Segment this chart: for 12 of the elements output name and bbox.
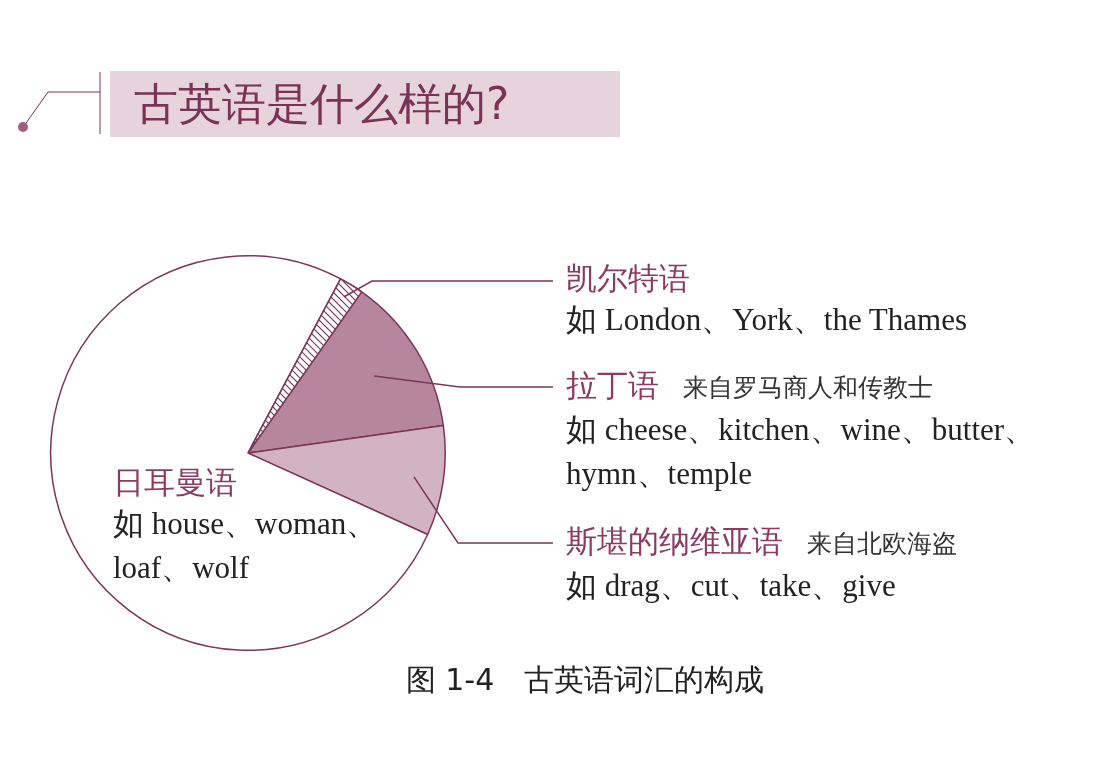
- text: 如 cheese、kitchen、wine、butter、hymn、temple: [566, 411, 1037, 493]
- chart-title: 古英语是什么样的?: [110, 71, 620, 137]
- slice-label: 拉丁语: [566, 367, 659, 403]
- slice-label: 凯尔特语: [566, 259, 691, 298]
- slice-label: 日耳曼语: [113, 463, 238, 502]
- text: 如 house、woman、loaf、wolf: [113, 505, 379, 587]
- text: 如 drag、cut、take、give: [566, 567, 897, 605]
- text: 来自北欧海盗: [807, 529, 957, 558]
- slice-label: 斯堪的纳维亚语: [566, 523, 783, 559]
- caption: 图 1-4 古英语词汇的构成: [404, 661, 766, 699]
- text: 如 London、York、the Thames: [566, 301, 968, 339]
- text: 来自罗马商人和传教士: [683, 373, 933, 402]
